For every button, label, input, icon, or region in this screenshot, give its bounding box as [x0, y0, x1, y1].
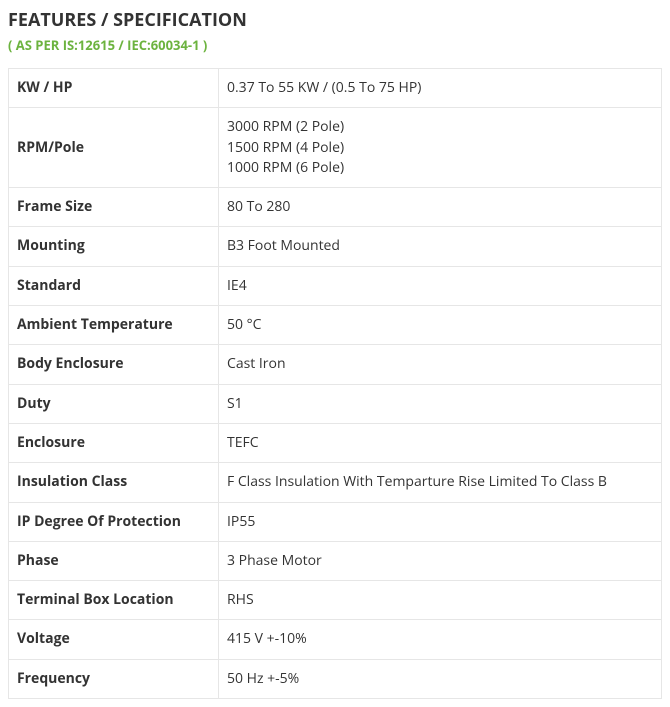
table-row: Insulation Class F Class Insulation With…	[9, 463, 662, 502]
spec-value: RHS	[219, 581, 662, 620]
spec-value: Cast Iron	[219, 345, 662, 384]
table-row: Standard IE4	[9, 266, 662, 305]
spec-label: KW / HP	[9, 69, 219, 108]
spec-label: Body Enclosure	[9, 345, 219, 384]
spec-label: Voltage	[9, 620, 219, 659]
table-row: Duty S1	[9, 384, 662, 423]
table-row: Ambient Temperature 50 °C	[9, 306, 662, 345]
table-row: Terminal Box Location RHS	[9, 581, 662, 620]
spec-value: 3 Phase Motor	[219, 541, 662, 580]
spec-value: 0.37 To 55 KW / (0.5 To 75 HP)	[219, 69, 662, 108]
table-row: Enclosure TEFC	[9, 423, 662, 462]
spec-label: Frequency	[9, 659, 219, 698]
table-row: IP Degree Of Protection IP55	[9, 502, 662, 541]
table-row: RPM/Pole 3000 RPM (2 Pole) 1500 RPM (4 P…	[9, 108, 662, 188]
table-row: Frequency 50 Hz +-5%	[9, 659, 662, 698]
table-row: Voltage 415 V +-10%	[9, 620, 662, 659]
spec-value-line: 3000 RPM (2 Pole)	[227, 117, 653, 137]
spec-value: 3000 RPM (2 Pole) 1500 RPM (4 Pole) 1000…	[219, 108, 662, 188]
spec-label: Ambient Temperature	[9, 306, 219, 345]
spec-label: Terminal Box Location	[9, 581, 219, 620]
spec-value-line: 1000 RPM (6 Pole)	[227, 158, 653, 178]
spec-value: 50 °C	[219, 306, 662, 345]
spec-table: KW / HP 0.37 To 55 KW / (0.5 To 75 HP) R…	[8, 68, 662, 699]
spec-value: 80 To 280	[219, 188, 662, 227]
spec-value: IE4	[219, 266, 662, 305]
table-row: Mounting B3 Foot Mounted	[9, 227, 662, 266]
spec-value-line: 1500 RPM (4 Pole)	[227, 138, 653, 158]
page-title: FEATURES / SPECIFICATION	[8, 8, 662, 32]
spec-value: F Class Insulation With Temparture Rise …	[219, 463, 662, 502]
spec-label: Enclosure	[9, 423, 219, 462]
table-row: Body Enclosure Cast Iron	[9, 345, 662, 384]
spec-value: B3 Foot Mounted	[219, 227, 662, 266]
spec-label: Phase	[9, 541, 219, 580]
table-row: KW / HP 0.37 To 55 KW / (0.5 To 75 HP)	[9, 69, 662, 108]
spec-label: Duty	[9, 384, 219, 423]
spec-label: Insulation Class	[9, 463, 219, 502]
table-row: Phase 3 Phase Motor	[9, 541, 662, 580]
table-row: Frame Size 80 To 280	[9, 188, 662, 227]
spec-label: RPM/Pole	[9, 108, 219, 188]
spec-value: 50 Hz +-5%	[219, 659, 662, 698]
spec-value: 415 V +-10%	[219, 620, 662, 659]
page-subtitle: ( AS PER IS:12615 / IEC:60034-1 )	[8, 36, 662, 54]
spec-label: Frame Size	[9, 188, 219, 227]
spec-value: TEFC	[219, 423, 662, 462]
spec-value: IP55	[219, 502, 662, 541]
spec-label: Standard	[9, 266, 219, 305]
spec-label: Mounting	[9, 227, 219, 266]
spec-value: S1	[219, 384, 662, 423]
spec-label: IP Degree Of Protection	[9, 502, 219, 541]
